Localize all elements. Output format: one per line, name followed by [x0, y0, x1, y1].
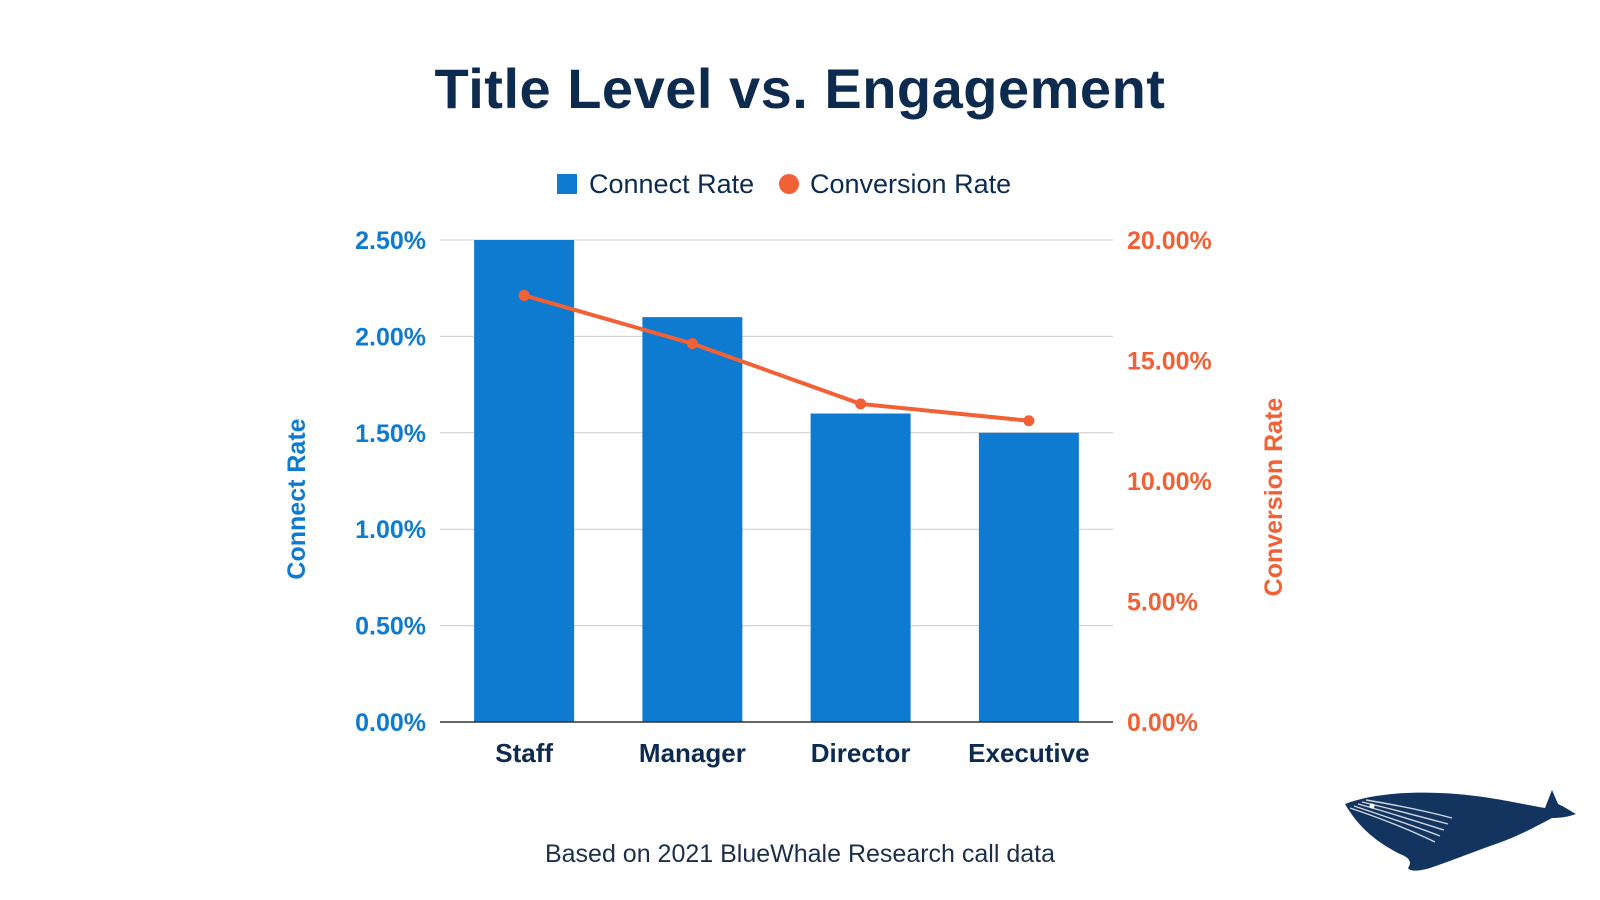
left-axis-tick-label: 0.50% — [355, 613, 426, 641]
right-axis-tick-label: 0.00% — [1127, 709, 1198, 737]
point-conversion-rate — [1023, 415, 1035, 427]
legend-label-conversion-rate: Conversion Rate — [810, 169, 1011, 199]
category-label: Manager — [639, 738, 746, 768]
point-conversion-rate — [518, 289, 530, 301]
left-axis-title: Connect Rate — [283, 418, 311, 579]
point-conversion-rate — [686, 338, 698, 350]
legend-swatch-conversion-rate — [779, 174, 799, 194]
bar-connect-rate — [978, 432, 1079, 722]
left-axis-tick-label: 2.50% — [355, 227, 426, 255]
right-axis-tick-label: 5.00% — [1127, 589, 1198, 617]
left-axis-tick-label: 2.00% — [355, 323, 426, 351]
left-axis-tick-label: 0.00% — [355, 709, 426, 737]
category-label: Director — [811, 738, 911, 768]
bar-connect-rate — [810, 413, 911, 722]
legend-label-connect-rate: Connect Rate — [589, 169, 754, 199]
category-label: Executive — [968, 738, 1089, 768]
bar-connect-rate — [474, 240, 575, 722]
left-axis-tick-label: 1.00% — [355, 516, 426, 544]
legend-swatch-connect-rate — [557, 174, 577, 194]
right-axis-tick-label: 10.00% — [1127, 468, 1212, 496]
left-axis-tick-label: 1.50% — [355, 420, 426, 448]
category-label: Staff — [495, 738, 553, 768]
chart-title: Title Level vs. Engagement — [434, 57, 1166, 120]
chart-plot: 0.00% 0.50% 1.00% 1.50% 2.00% 2.50% 0.00% 5.00%… — [283, 169, 1288, 768]
point-conversion-rate — [855, 398, 867, 410]
right-axis-title: Conversion Rate — [1260, 398, 1288, 597]
source-footnote: Based on 2021 BlueWhale Research call da… — [544, 840, 1056, 868]
right-axis-tick-label: 20.00% — [1127, 227, 1212, 255]
bar-connect-rate — [642, 317, 743, 722]
whale-logo-icon — [1345, 790, 1576, 871]
line-conversion-rate — [523, 293, 1030, 423]
right-axis-tick-label: 15.00% — [1127, 348, 1212, 376]
